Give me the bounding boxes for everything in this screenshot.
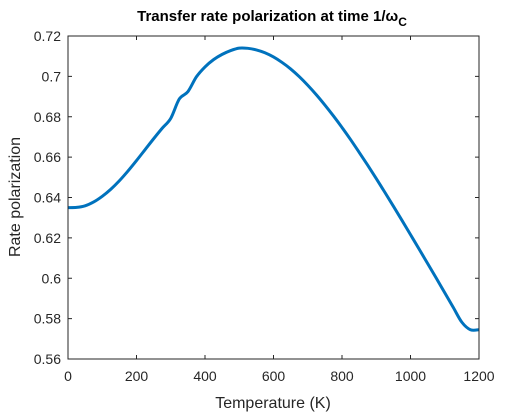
y-tick-label: 0.64 [34,190,61,206]
x-tick-label: 1200 [463,368,494,384]
y-tick-label: 0.62 [34,230,61,246]
x-tick-label: 0 [64,368,72,384]
y-tick-label: 0.66 [34,149,61,165]
chart-title: Transfer rate polarization at time 1/ωC [137,8,407,29]
y-tick-label: 0.68 [34,109,61,125]
plot-background [68,36,479,359]
y-tick-label: 0.7 [42,68,62,84]
y-tick-label: 0.58 [34,311,61,327]
y-axis-label: Rate polarization [7,137,24,257]
x-tick-label: 800 [330,368,354,384]
y-tick-label: 0.72 [34,28,61,44]
chart-title-subscript: C [398,15,407,29]
series-line [67,46,480,332]
x-axis-label: Temperature (K) [215,395,331,412]
y-tick-label: 0.6 [42,270,62,286]
x-tick-label: 600 [262,368,286,384]
x-tick-label: 400 [193,368,217,384]
chart-title-main: Transfer rate polarization at time 1/ω [137,8,398,25]
x-tick-label: 200 [125,368,149,384]
x-tick-label: 1000 [395,368,426,384]
x-axis-ticks: 0 200 400 600 800 1000 1200 [64,36,495,384]
y-tick-label: 0.56 [34,351,61,367]
series-layer [67,46,480,332]
y-axis-ticks: 0.56 0.58 0.6 0.62 0.64 0.66 0.68 0.7 0.72 [34,28,479,367]
